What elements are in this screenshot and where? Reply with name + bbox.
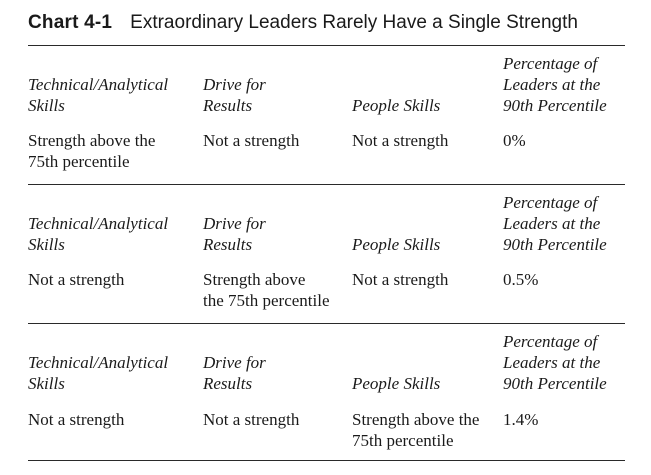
section-1-top-rule — [28, 45, 625, 46]
section-2-people-value: Not a strength — [352, 270, 449, 289]
header-technical-line1: Technical/Analytical — [28, 214, 169, 233]
header-technical-line1: Technical/Analytical — [28, 75, 169, 94]
section-1-header-technical: Technical/Analytical Skills — [28, 74, 168, 116]
header-technical-line2: Skills — [28, 374, 65, 393]
section-2-drive-value: Strength above the 75th percentile — [203, 270, 330, 310]
section-3-drive-value: Not a strength — [203, 410, 300, 429]
chart-title: Extraordinary Leaders Rarely Have a Sing… — [130, 12, 578, 33]
section-3-header-drive: Drive for Results — [203, 352, 266, 394]
section-2-percentage-value: 0.5% — [503, 270, 539, 289]
section-2-header-percentage: Percentage of Leaders at the 90th Percen… — [503, 193, 607, 254]
section-1-header-percentage: Percentage of Leaders at the 90th Percen… — [503, 54, 607, 115]
chart-title-row: Chart 4-1 Extraordinary Leaders Rarely Ha… — [28, 12, 578, 34]
section-2-header-people: People Skills — [352, 235, 441, 254]
header-technical-line1: Technical/Analytical — [28, 353, 169, 372]
chart-document: Chart 4-1 Extraordinary Leaders Rarely Ha… — [28, 0, 625, 475]
header-drive-line1: Drive for — [203, 214, 266, 233]
header-drive-line1: Drive for — [203, 75, 266, 94]
section-1-header-drive: Drive for Results — [203, 74, 266, 116]
section-3-percentage-value: 1.4% — [503, 410, 539, 429]
header-drive-line2: Results — [203, 96, 253, 115]
header-technical-line2: Skills — [28, 235, 65, 254]
section-3-top-rule — [28, 323, 625, 324]
section-1-technical-value: Strength above the 75th percentile — [28, 131, 156, 171]
header-drive-line2: Results — [203, 235, 253, 254]
bottom-rule — [28, 460, 625, 461]
header-technical-line2: Skills — [28, 96, 65, 115]
section-3-people-value: Strength above the 75th percentile — [352, 410, 480, 450]
chart-number: Chart 4-1 — [28, 12, 113, 33]
section-3-header-people: People Skills — [352, 374, 441, 393]
section-1-drive-value: Not a strength — [203, 131, 300, 150]
section-3-header-percentage: Percentage of Leaders at the 90th Percen… — [503, 332, 607, 393]
section-2-top-rule — [28, 184, 625, 185]
section-3-header-technical: Technical/Analytical Skills — [28, 352, 168, 394]
section-2-technical-value: Not a strength — [28, 270, 125, 289]
section-1-percentage-value: 0% — [503, 131, 526, 150]
header-drive-line2: Results — [203, 374, 253, 393]
section-2-header-technical: Technical/Analytical Skills — [28, 213, 168, 255]
section-1-header-people: People Skills — [352, 96, 441, 115]
section-2-header-drive: Drive for Results — [203, 213, 266, 255]
header-drive-line1: Drive for — [203, 353, 266, 372]
section-1-people-value: Not a strength — [352, 131, 449, 150]
section-3-technical-value: Not a strength — [28, 410, 125, 429]
